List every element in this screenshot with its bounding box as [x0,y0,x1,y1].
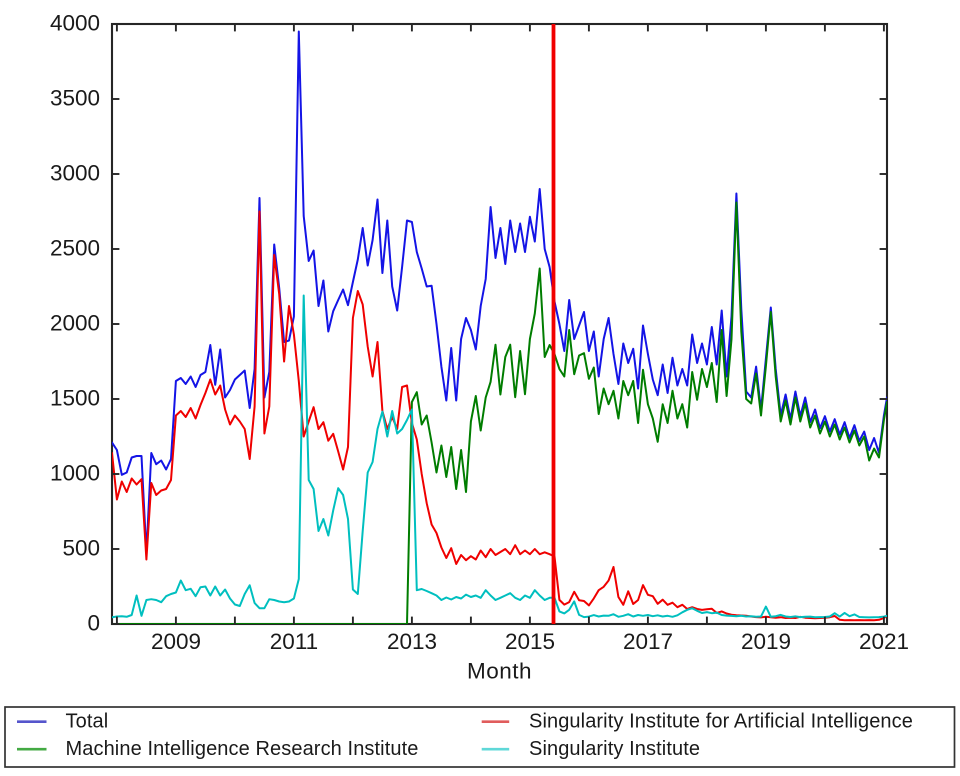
svg-text:Total: Total [66,711,109,733]
svg-text:2000: 2000 [50,311,100,336]
svg-text:4000: 4000 [50,11,100,36]
svg-text:0: 0 [87,611,100,636]
svg-text:Singularity Institute: Singularity Institute [529,738,700,760]
svg-text:2013: 2013 [387,629,437,654]
svg-text:2011: 2011 [270,629,318,654]
svg-text:1500: 1500 [50,386,100,411]
svg-text:2021: 2021 [859,629,909,654]
svg-text:2009: 2009 [151,629,201,654]
svg-text:Month: Month [467,659,532,684]
svg-text:2500: 2500 [50,236,100,261]
svg-text:2015: 2015 [505,629,555,654]
svg-text:2017: 2017 [623,629,673,654]
svg-text:3500: 3500 [50,86,100,111]
svg-text:500: 500 [62,536,100,561]
svg-text:1000: 1000 [50,461,100,486]
svg-text:3000: 3000 [50,161,100,186]
svg-text:2019: 2019 [741,629,791,654]
svg-text:Singularity Institute for Arti: Singularity Institute for Artificial Int… [529,711,913,733]
svg-text:Machine Intelligence Research: Machine Intelligence Research Institute [66,738,419,760]
